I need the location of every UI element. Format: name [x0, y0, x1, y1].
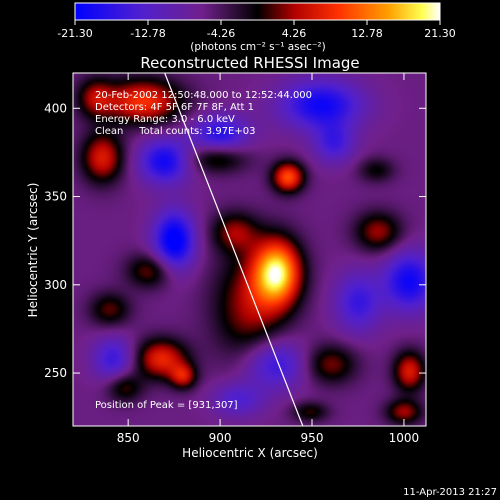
- footer-timestamp: 11-Apr-2013 21:27: [403, 487, 497, 498]
- y-tick-label: 350: [44, 190, 67, 204]
- annotation-energy-range: Energy Range: 3.0 - 6.0 keV: [95, 114, 235, 125]
- annotation-clean-counts: Clean Total counts: 3.97E+03: [95, 126, 255, 137]
- colorbar-tick-label: 4.26: [282, 27, 307, 40]
- solar-limb-line: [164, 73, 304, 426]
- annotation-block: 20-Feb-2002 12:50:48.000 to 12:52:44.000…: [95, 90, 312, 137]
- annotation-detectors: Detectors: 4F 5F 6F 7F 8F, Att 1: [95, 102, 254, 113]
- x-axis-label: Heliocentric X (arcsec): [182, 446, 318, 460]
- colorbar-tick-label: 12.78: [351, 27, 383, 40]
- y-axis-label: Heliocentric Y (arcsec): [26, 183, 40, 318]
- plot-area: [73, 73, 426, 426]
- colorbar-tick-label: -21.30: [57, 27, 92, 40]
- colorbar: -21.30 -12.78 -4.26 4.26 12.78 21.30 (ph…: [57, 2, 456, 53]
- y-tick-label: 400: [44, 101, 67, 115]
- annotation-time-range: 20-Feb-2002 12:50:48.000 to 12:52:44.000: [95, 90, 312, 101]
- chart-title: Reconstructed RHESSI Image: [140, 54, 359, 72]
- heatmap-image: [73, 73, 426, 426]
- colorbar-tick-label: -4.26: [207, 27, 235, 40]
- axis-ticks: 850 900 950 1000 250 300 350 400: [44, 73, 426, 445]
- y-tick-label: 250: [44, 366, 67, 380]
- colorbar-unit-label: (photons cm⁻² s⁻¹ asec⁻²): [190, 41, 325, 53]
- colorbar-ticks: [74, 20, 441, 25]
- peak-position-label: Position of Peak = [931,307]: [95, 400, 238, 411]
- x-tick-label: 950: [301, 431, 324, 445]
- plot-frame: [72, 72, 427, 427]
- x-tick-label: 850: [117, 431, 140, 445]
- x-tick-label: 900: [209, 431, 232, 445]
- colorbar-tick-label: 21.30: [424, 27, 456, 40]
- colorbar-gradient: [74, 2, 441, 21]
- x-tick-label: 1000: [389, 431, 420, 445]
- y-tick-label: 300: [44, 278, 67, 292]
- colorbar-tick-label: -12.78: [130, 27, 165, 40]
